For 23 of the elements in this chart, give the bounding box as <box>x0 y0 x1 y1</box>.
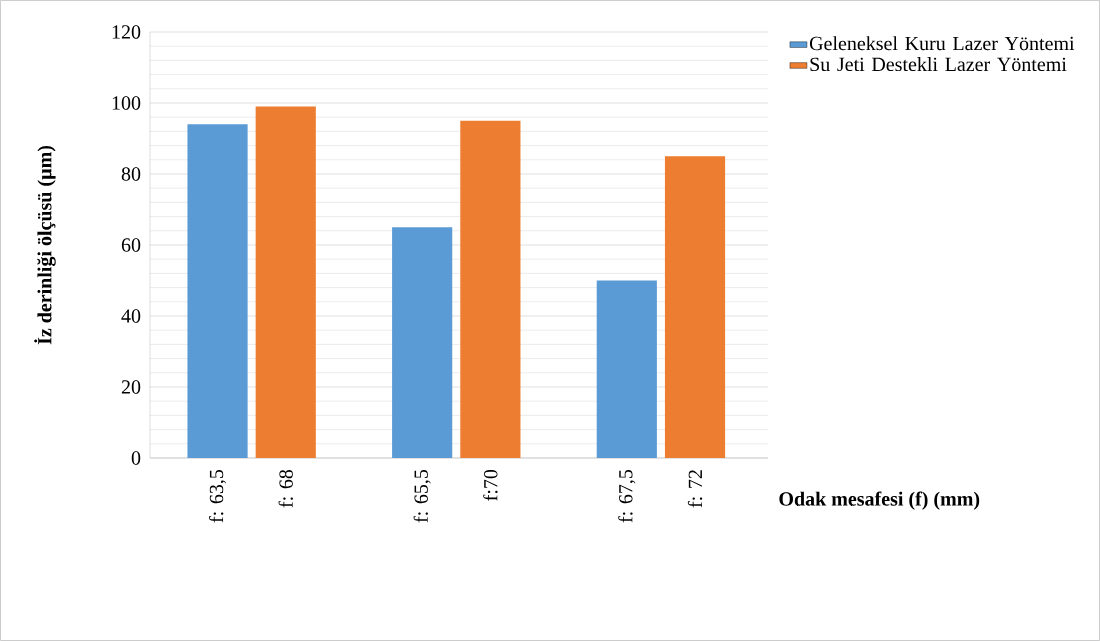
y-tick-label: 80 <box>121 167 141 181</box>
y-tick-label: 0 <box>131 451 141 465</box>
y-tick-label: 60 <box>121 238 141 252</box>
legend-label: Geleneksel Kuru Lazer Yöntemi <box>809 36 1075 51</box>
y-tick-label: 100 <box>112 96 141 110</box>
x-tick-label: f: 63,5 <box>208 469 227 523</box>
bar <box>255 106 316 458</box>
x-tick-label: f: 68 <box>278 469 293 508</box>
x-tick-label: f:70 <box>483 469 498 501</box>
bar <box>596 280 657 458</box>
bar <box>460 120 521 458</box>
y-tick-label: 40 <box>121 309 141 323</box>
x-tick-label: f: 65,5 <box>413 469 431 523</box>
y-tick-label: 120 <box>112 25 141 39</box>
legend-label: Su Jeti Destekli Lazer Yöntemi <box>810 57 1067 72</box>
bar <box>392 227 453 458</box>
x-tick-label: f: 72 <box>687 470 703 508</box>
bar <box>664 156 726 458</box>
y-tick-label: 20 <box>121 380 141 394</box>
y-axis-title: İz derinliği ölçüsü (µm) <box>34 145 56 345</box>
x-axis-title: Odak mesafesi (f) (mm) <box>779 491 980 510</box>
x-tick-label: f: 67,5 <box>618 469 636 523</box>
bar <box>187 124 248 458</box>
